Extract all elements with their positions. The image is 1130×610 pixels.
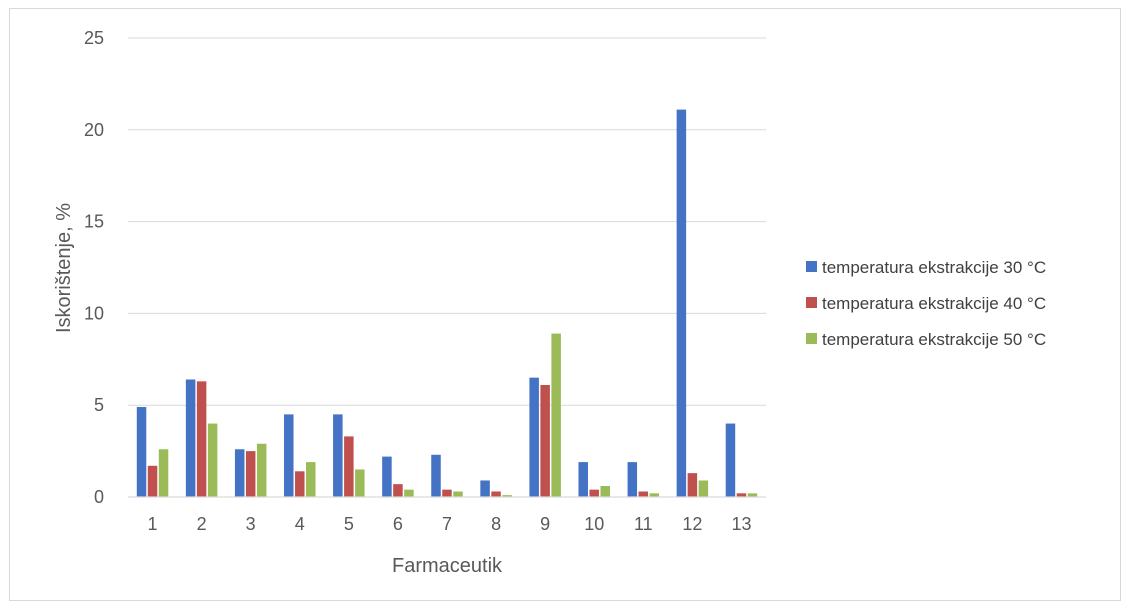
x-tick-label: 10	[584, 514, 604, 534]
legend-label: temperatura ekstrakcije 50 °C	[822, 330, 1046, 349]
y-tick-label: 5	[94, 395, 104, 415]
bar-series-3-cat-5	[355, 469, 365, 497]
y-tick-label: 15	[84, 212, 104, 232]
bar-series-2-cat-1	[147, 465, 158, 497]
bar-series-1-cat-10	[578, 462, 588, 497]
bar-series-1-cat-9	[529, 377, 539, 497]
legend-swatch	[806, 261, 817, 272]
bar-series-3-cat-13	[747, 493, 758, 497]
x-tick-label: 6	[393, 514, 403, 534]
bar-series-1-cat-5	[333, 414, 343, 497]
bar-series-1-cat-8	[480, 480, 490, 497]
gridlines	[128, 37, 766, 406]
legend-swatch	[806, 333, 817, 344]
y-tick-label: 10	[84, 303, 104, 323]
x-tick-label: 7	[442, 514, 452, 534]
x-tick-label: 1	[148, 514, 158, 534]
bar-series-1-cat-4	[284, 414, 294, 497]
bar-series-3-cat-11	[649, 493, 660, 497]
bar-series-2-cat-7	[442, 489, 452, 497]
y-tick-labels: 0 5 10 15 20 25	[84, 28, 104, 507]
bar-series-3-cat-3	[256, 443, 267, 497]
x-tick-label: 9	[540, 514, 550, 534]
bar-series-2-cat-2	[196, 381, 207, 497]
x-tick-label: 5	[344, 514, 354, 534]
bar-series-2-cat-13	[736, 493, 747, 497]
bar-series-2-cat-4	[295, 471, 305, 497]
bar-series-3-cat-6	[404, 489, 414, 497]
x-tick-label: 2	[197, 514, 207, 534]
x-tick-label: 4	[295, 514, 305, 534]
bar-series-3-cat-2	[207, 423, 218, 497]
bar-series-2-cat-9	[540, 385, 550, 497]
y-tick-label: 0	[94, 487, 104, 507]
bar-series-2-cat-12	[687, 473, 698, 497]
legend: temperatura ekstrakcije 30 °C temperatura…	[806, 258, 1046, 349]
bar-series-2-cat-5	[344, 436, 354, 497]
bar-series-3-cat-7	[453, 491, 463, 497]
bar-series-3-cat-4	[306, 462, 316, 497]
bar-series-3-cat-8	[502, 495, 512, 497]
bar-series-1-cat-12	[676, 109, 687, 497]
y-axis-title: Iskorištenje, %	[53, 203, 75, 333]
x-tick-label: 13	[731, 514, 751, 534]
bar-series-2-cat-3	[245, 451, 256, 497]
legend-swatch	[806, 297, 817, 308]
legend-label: temperatura ekstrakcije 30 °C	[822, 258, 1046, 277]
bar-series-2-cat-6	[393, 484, 403, 497]
x-axis-title: Farmaceutik	[392, 555, 503, 577]
bar-series-1-cat-13	[725, 423, 736, 497]
bar-series-3-cat-10	[600, 485, 610, 497]
bar-series-2-cat-11	[638, 491, 649, 497]
bars	[136, 109, 758, 497]
x-tick-labels: 1 2 3 4 5 6 7 8 9 10 11 12 13	[148, 514, 752, 534]
bar-series-1-cat-1	[136, 407, 147, 497]
bar-series-1-cat-6	[382, 456, 392, 497]
x-tick-label: 12	[682, 514, 702, 534]
bar-series-1-cat-3	[234, 449, 245, 497]
y-tick-label: 20	[84, 120, 104, 140]
x-tick-label: 11	[634, 514, 653, 534]
legend-label: temperatura ekstrakcije 40 °C	[822, 294, 1046, 313]
bar-series-3-cat-1	[158, 449, 169, 497]
x-tick-label: 3	[246, 514, 256, 534]
y-tick-label: 25	[84, 28, 104, 48]
bar-series-2-cat-8	[491, 491, 501, 497]
chart-frame	[9, 8, 1121, 601]
bar-series-3-cat-12	[698, 480, 709, 497]
bar-series-2-cat-10	[589, 489, 599, 497]
x-tick-label: 8	[491, 514, 501, 534]
bar-series-3-cat-9	[551, 333, 561, 497]
bar-series-1-cat-11	[627, 462, 638, 497]
bar-series-1-cat-2	[185, 379, 196, 497]
bar-series-1-cat-7	[431, 454, 441, 497]
